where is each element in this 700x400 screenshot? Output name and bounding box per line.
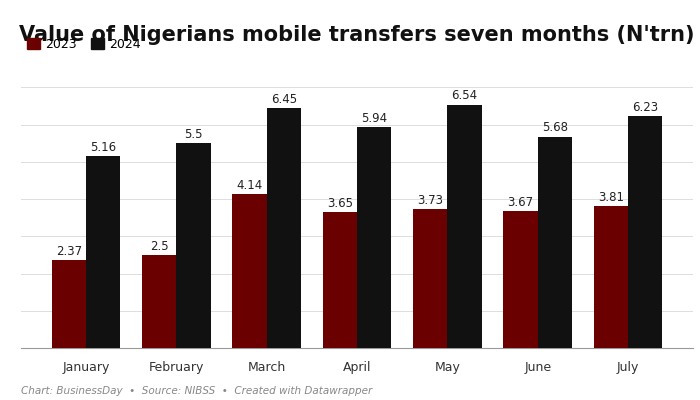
Text: 4.14: 4.14 — [237, 179, 262, 192]
Text: 3.81: 3.81 — [598, 191, 624, 204]
Bar — [267, 108, 301, 348]
Text: 3.65: 3.65 — [327, 197, 353, 210]
Text: 2.5: 2.5 — [150, 240, 169, 253]
Bar — [86, 156, 120, 348]
Text: 6.45: 6.45 — [271, 93, 297, 106]
Text: 5.94: 5.94 — [361, 112, 387, 125]
Bar — [447, 104, 482, 348]
Text: 3.73: 3.73 — [417, 194, 443, 207]
Bar — [52, 260, 86, 348]
Bar — [323, 212, 357, 348]
Text: 5.5: 5.5 — [184, 128, 203, 141]
Bar — [628, 116, 662, 348]
Bar — [357, 127, 391, 348]
Bar — [413, 209, 447, 348]
Text: 6.54: 6.54 — [452, 89, 477, 102]
Bar — [176, 143, 211, 348]
Text: 5.68: 5.68 — [542, 121, 568, 134]
Text: 6.23: 6.23 — [632, 101, 658, 114]
Bar — [142, 255, 176, 348]
Bar — [538, 136, 572, 348]
Text: Chart: BusinessDay  •  Source: NIBSS  •  Created with Datawrapper: Chart: BusinessDay • Source: NIBSS • Cre… — [21, 386, 372, 396]
Text: 3.67: 3.67 — [508, 196, 533, 209]
Bar — [232, 194, 267, 348]
Title: Value of Nigerians mobile transfers seven months (N'trn): Value of Nigerians mobile transfers seve… — [20, 25, 694, 45]
Bar — [503, 211, 538, 348]
Text: 5.16: 5.16 — [90, 141, 116, 154]
Text: 2.37: 2.37 — [56, 244, 82, 258]
Legend: 2023, 2024: 2023, 2024 — [27, 38, 141, 51]
Bar — [594, 206, 628, 348]
